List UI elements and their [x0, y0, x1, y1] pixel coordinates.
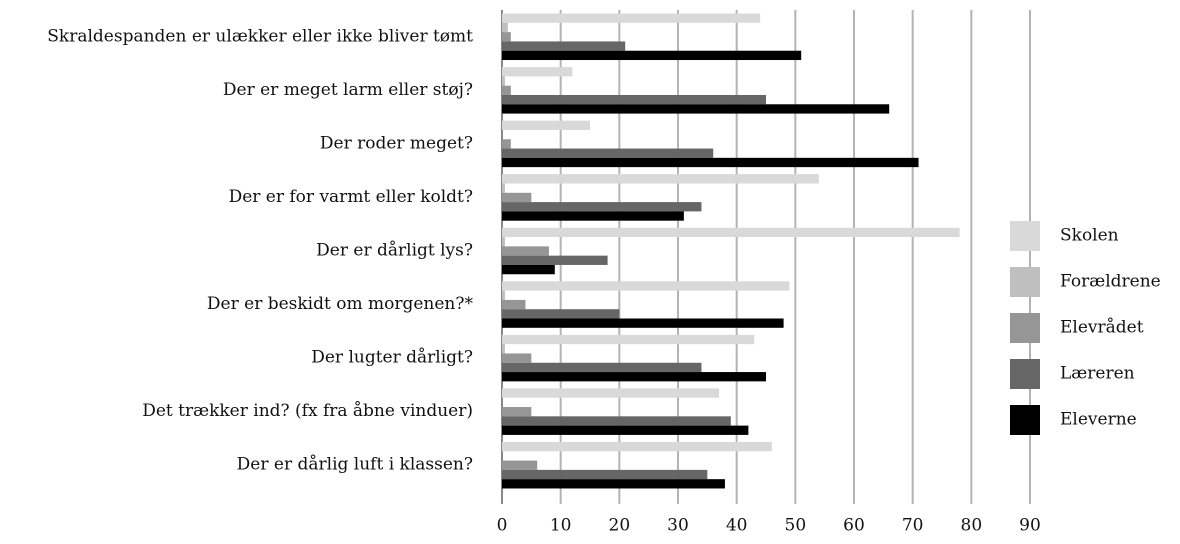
bar: [502, 76, 505, 86]
x-tick-label: 50: [785, 516, 807, 536]
bar: [502, 227, 960, 238]
y-tick-label: Der er meget larm eller støj?: [223, 80, 473, 100]
bar: [502, 94, 766, 105]
y-tick-label: Der er dårlig luft i klassen?: [237, 455, 473, 475]
x-tick-label: 20: [609, 516, 631, 536]
x-tick-label: 90: [1019, 516, 1041, 536]
bar: [502, 22, 508, 33]
legend-swatch: [1010, 405, 1040, 435]
bar: [502, 318, 784, 328]
bar: [502, 441, 772, 452]
y-tick-label: Skraldespanden er ulækker eller ikke bli…: [47, 26, 473, 46]
y-tick-label: Der roder meget?: [320, 133, 473, 153]
bar: [502, 353, 532, 363]
legend-swatch: [1010, 267, 1040, 297]
bar: [502, 120, 590, 130]
bar: [502, 309, 620, 319]
bar: [502, 407, 532, 417]
bar: [502, 237, 505, 247]
bar: [502, 264, 555, 275]
bar: [502, 104, 890, 114]
bar: [502, 32, 511, 42]
x-tick-label: 60: [843, 516, 865, 536]
bar: [502, 139, 511, 149]
bar: [502, 148, 714, 158]
bar: [502, 469, 708, 480]
bar: [502, 183, 505, 193]
bar: [502, 388, 720, 398]
legend-swatch: [1010, 313, 1040, 343]
bar: [502, 255, 608, 265]
bar: [502, 281, 790, 291]
bar: [502, 157, 919, 168]
x-tick-label: 10: [550, 516, 572, 536]
bar: [502, 174, 819, 184]
bar: [502, 416, 731, 426]
x-tick-label: 70: [902, 516, 924, 536]
bar: [502, 246, 549, 256]
y-tick-label: Der er beskidt om morgenen?*: [207, 294, 474, 314]
y-tick-label: Der lugter dårligt?: [311, 348, 473, 368]
bar: [502, 362, 702, 373]
bar: [502, 13, 761, 23]
bar: [502, 192, 532, 203]
bar: [502, 479, 725, 489]
bar: [502, 50, 802, 61]
bar: [502, 372, 766, 382]
x-tick-label: 40: [726, 516, 748, 536]
bar: [502, 67, 573, 77]
x-tick-label: 80: [961, 516, 983, 536]
bar: [502, 425, 749, 435]
bar: [502, 299, 526, 310]
legend-label: Eleverne: [1060, 410, 1137, 430]
bar: [502, 41, 626, 51]
x-tick-label: 0: [497, 516, 508, 536]
bar: [502, 460, 538, 470]
legend-swatch: [1010, 359, 1040, 389]
bar: [502, 334, 755, 345]
legend-label: Elevrådet: [1060, 318, 1144, 338]
legend-label: Skolen: [1060, 226, 1119, 246]
y-tick-label: Der er for varmt eller koldt?: [229, 187, 473, 207]
bar: [502, 85, 511, 95]
bar: [502, 202, 702, 212]
x-tick-label: 30: [667, 516, 689, 536]
legend-label: Læreren: [1060, 364, 1135, 384]
bar: [502, 344, 505, 354]
legend-swatch: [1010, 221, 1040, 251]
bar: [502, 290, 505, 300]
legend-label: Forældrene: [1060, 272, 1161, 292]
y-tick-label: Det trækker ind? (fx fra åbne vinduer): [142, 401, 473, 421]
bar: [502, 211, 684, 221]
y-tick-label: Der er dårligt lys?: [316, 241, 473, 261]
